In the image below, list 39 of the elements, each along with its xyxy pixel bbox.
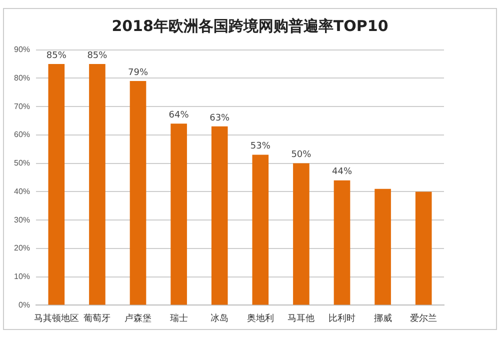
y-tick-label: 80% <box>14 73 30 82</box>
y-tick-label: 30% <box>14 215 30 224</box>
bar <box>374 188 391 305</box>
y-tick-label: 40% <box>14 186 30 196</box>
data-label: 85% <box>87 50 108 61</box>
bar <box>89 64 106 305</box>
data-label: 44% <box>332 167 352 178</box>
data-label: 64% <box>168 110 190 120</box>
bar <box>334 180 350 305</box>
bar <box>293 163 310 305</box>
data-label: 79% <box>128 68 148 78</box>
x-tick-label: 葡萄牙 <box>84 313 111 324</box>
chart-title: 2018年欧洲各国跨境网购普遍率TOP10 <box>110 17 390 36</box>
bar <box>130 81 146 305</box>
data-label: 53% <box>250 142 271 152</box>
y-tick-label: 50% <box>14 158 30 168</box>
data-label: 63% <box>210 113 230 124</box>
y-tick-label: 10% <box>14 272 30 282</box>
x-tick-label: 比利时 <box>328 313 356 324</box>
bar <box>48 64 65 305</box>
y-tick-label: 70% <box>14 102 30 111</box>
x-tick-label: 冰岛 <box>210 313 229 324</box>
bar <box>211 126 228 305</box>
x-tick-label: 马其顿地区 <box>34 313 79 324</box>
y-tick-label: 0% <box>18 300 30 310</box>
y-tick-label: 90% <box>14 45 30 54</box>
x-tick-label: 卢森堡 <box>124 313 152 324</box>
x-tick-label: 奥地利 <box>246 313 274 324</box>
data-label: 85% <box>46 50 67 61</box>
x-tick-label: 瑞士 <box>170 313 188 324</box>
bar <box>415 192 432 305</box>
x-tick-label: 马耳他 <box>288 313 315 324</box>
y-tick-label: 20% <box>14 244 30 253</box>
x-tick-label: 爱尔兰 <box>410 313 438 324</box>
x-tick-label: 挪威 <box>374 313 392 324</box>
y-tick-label: 60% <box>14 130 30 140</box>
bar <box>170 124 187 305</box>
bar <box>252 154 269 305</box>
data-label: 50% <box>291 150 312 160</box>
